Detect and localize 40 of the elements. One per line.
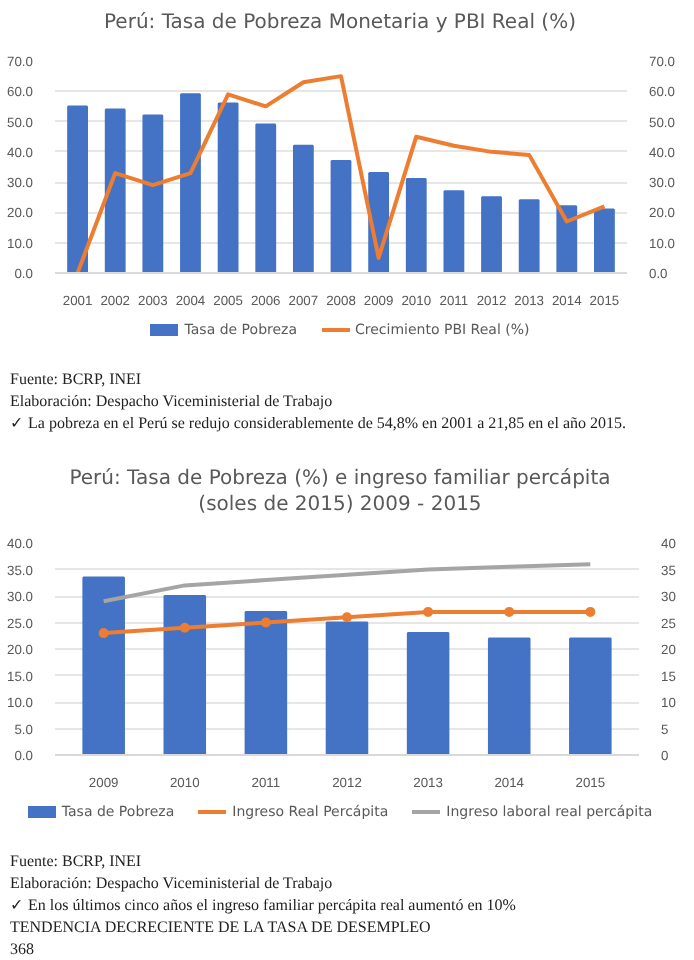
point bbox=[423, 606, 434, 617]
text: Elaboración: Despacho Viceministerial de Trabajo bbox=[10, 874, 333, 892]
point bbox=[260, 617, 271, 628]
text: 368 bbox=[10, 940, 34, 958]
bar bbox=[292, 144, 314, 273]
text: TENDENCIA DECRECIENTE DE LA TASA DE DESEMPLEO bbox=[10, 918, 431, 936]
bar bbox=[217, 102, 239, 273]
bar bbox=[518, 199, 540, 273]
point bbox=[179, 622, 190, 633]
source-note: Fuente: BCRP, INEI bbox=[10, 370, 142, 388]
bar bbox=[104, 108, 126, 273]
bar bbox=[180, 93, 201, 273]
source-note: Fuente: BCRP, INEI bbox=[10, 852, 142, 870]
bar bbox=[594, 208, 615, 273]
point bbox=[342, 612, 352, 623]
bar bbox=[443, 190, 465, 273]
bar bbox=[67, 105, 88, 273]
bar bbox=[244, 610, 288, 755]
bar bbox=[330, 159, 352, 273]
point bbox=[98, 628, 109, 639]
bar bbox=[82, 576, 125, 755]
line-series bbox=[101, 562, 593, 604]
chart-title: Perú: Tasa de Pobreza Monetaria y PBI Real (%) bbox=[104, 10, 576, 36]
bar bbox=[406, 632, 450, 755]
bar bbox=[481, 196, 502, 273]
bar bbox=[163, 595, 207, 755]
line-series bbox=[75, 74, 607, 273]
bar bbox=[255, 123, 277, 273]
bar bbox=[142, 114, 164, 273]
bar bbox=[569, 637, 612, 755]
bar bbox=[556, 205, 578, 273]
text: ✓ La pobreza en el Perú se redujo considerablemente de 54,8% en 2001 a 21,85 en el año 2015. bbox=[10, 414, 627, 432]
chart-title: Perú: Tasa de Pobreza (%) e ingreso familiar percápita (soles de 2015) 2009 - 2015 bbox=[69, 466, 611, 518]
bar bbox=[405, 178, 427, 273]
point bbox=[585, 606, 596, 617]
text: Elaboración: Despacho Viceministerial de Trabajo bbox=[10, 392, 333, 410]
text: ✓ En los últimos cinco años el ingreso familiar percápita real aumentó en 10% bbox=[10, 896, 516, 914]
bar bbox=[325, 621, 369, 755]
point bbox=[504, 606, 515, 617]
bar bbox=[487, 637, 531, 755]
